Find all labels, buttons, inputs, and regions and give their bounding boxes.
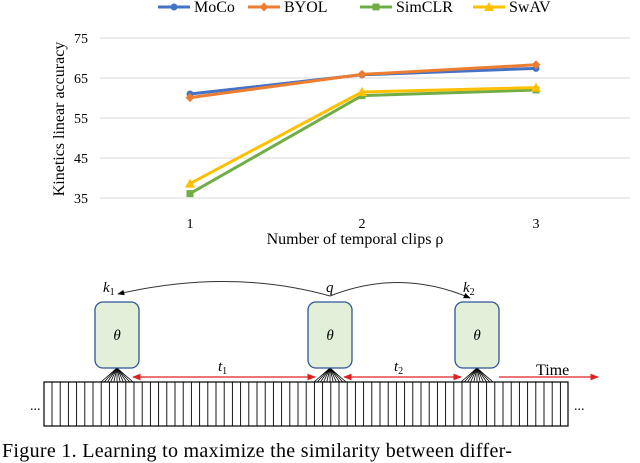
legend-item-simclr: SimCLR bbox=[360, 0, 453, 16]
x-tick-label: 3 bbox=[533, 217, 540, 232]
ellipsis-left: ... bbox=[30, 399, 41, 414]
x-tick-label: 1 bbox=[187, 217, 194, 232]
encoder-key-1: θ k1 bbox=[94, 280, 140, 369]
legend-label: BYOL bbox=[284, 0, 328, 16]
encoder-box bbox=[94, 301, 140, 369]
data-point bbox=[484, 2, 494, 11]
y-tick-label: 35 bbox=[74, 192, 88, 207]
y-tick-label: 75 bbox=[74, 32, 88, 47]
series-byol bbox=[185, 60, 541, 103]
chart-gridlines bbox=[100, 37, 630, 199]
data-point bbox=[357, 87, 367, 96]
interval-label-t2: t2 bbox=[394, 359, 403, 377]
legend-item-moco: MoCo bbox=[158, 0, 235, 16]
arrow-q-to-k2 bbox=[329, 282, 471, 299]
series-swav bbox=[185, 82, 541, 188]
data-point bbox=[259, 2, 269, 12]
encoder-param-label: θ bbox=[113, 328, 121, 344]
y-tick-label: 55 bbox=[74, 112, 88, 127]
clip-sampling-fans bbox=[100, 367, 494, 383]
data-point bbox=[531, 82, 541, 92]
legend-label: SimCLR bbox=[396, 0, 453, 16]
data-point bbox=[185, 93, 195, 103]
series-line bbox=[189, 88, 537, 195]
x-axis-label: Number of temporal clips ρ bbox=[267, 231, 444, 248]
data-point bbox=[531, 60, 541, 70]
interval-label-t1: t1 bbox=[218, 359, 227, 377]
encoder-key-2: θ k2 bbox=[454, 280, 500, 369]
data-point bbox=[372, 3, 380, 11]
ellipsis-right: ... bbox=[574, 399, 585, 414]
x-tick-label: 2 bbox=[359, 217, 366, 232]
series-line bbox=[189, 86, 537, 185]
time-label: Time bbox=[536, 362, 569, 379]
data-point bbox=[170, 3, 178, 11]
data-point bbox=[185, 178, 195, 188]
encoder-box bbox=[454, 301, 500, 369]
legend-item-swav: SwAV bbox=[473, 0, 551, 16]
line-chart: MoCo BYOL SimCLR SwAV 35 45 55 65 75 1 2 3 Kineti… bbox=[51, 0, 630, 248]
encoder-key-label: k2 bbox=[463, 280, 475, 298]
encoder-param-label: θ bbox=[326, 328, 334, 344]
chart-series bbox=[185, 60, 541, 198]
y-axis-ticks: 35 45 55 65 75 bbox=[74, 32, 88, 207]
y-axis-label: Kinetics linear accuracy bbox=[51, 42, 68, 197]
encoder-key-label: k1 bbox=[103, 280, 115, 298]
chart-legend: MoCo BYOL SimCLR SwAV bbox=[158, 0, 551, 16]
encoder-key-label: q bbox=[326, 280, 334, 296]
legend-label: MoCo bbox=[194, 0, 235, 16]
figure-caption: Figure 1. Learning to maximize the simil… bbox=[2, 440, 513, 462]
series-simclr bbox=[186, 86, 540, 198]
encoder-param-label: θ bbox=[473, 328, 481, 344]
x-axis-ticks: 1 2 3 bbox=[187, 217, 540, 232]
frame-dividers bbox=[51, 382, 561, 426]
encoder-query: θq bbox=[307, 280, 353, 369]
y-tick-label: 45 bbox=[74, 152, 88, 167]
legend-item-byol: BYOL bbox=[248, 0, 328, 16]
arrow-q-to-k1 bbox=[117, 280, 331, 297]
legend-label: SwAV bbox=[509, 0, 551, 16]
data-point bbox=[186, 190, 194, 198]
data-point bbox=[357, 69, 367, 79]
y-tick-label: 65 bbox=[74, 72, 88, 87]
encoder-box bbox=[307, 301, 353, 369]
